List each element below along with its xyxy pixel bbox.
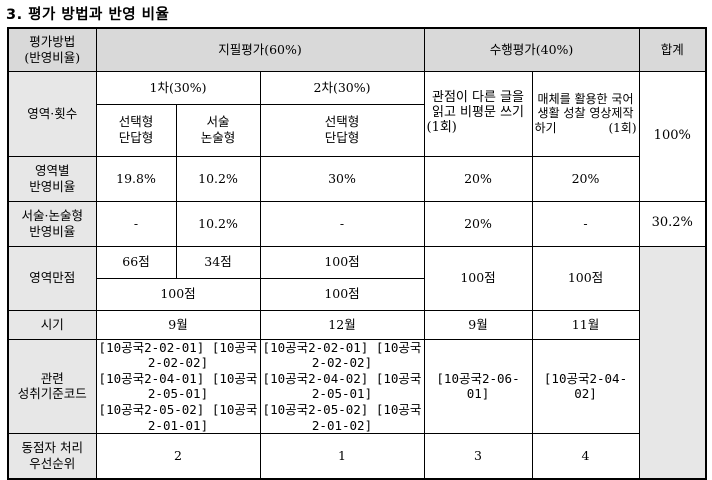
essay-ratio-second: - [259, 200, 425, 247]
full-score-perf2: 100점 [531, 245, 640, 311]
timing-label: 시기 [7, 309, 97, 340]
timing-perf2: 11월 [531, 309, 640, 340]
full-score-second-total: 100점 [259, 277, 425, 311]
perf1-task: 관점이 다른 글을 읽고 비평문 쓰기 (1회) [423, 70, 533, 157]
second-exam-label: 2차(30%) [259, 70, 425, 105]
essay-total-ratio: 30.2% [638, 200, 707, 247]
full-score-perf1: 100점 [423, 245, 533, 311]
ratio-perf2: 20% [531, 155, 640, 202]
section-title: 3. 평가 방법과 반영 비율 [6, 7, 170, 23]
tie-break-perf1: 3 [423, 433, 533, 480]
second-mc-type: 선택형 단답형 [259, 103, 425, 157]
evaluation-table: 평가방법 (반영비율) 지필평가(60%) 수행평가(40%) 합계 영역·횟수… [7, 27, 708, 480]
timing-perf1: 9월 [423, 309, 533, 340]
ratio-first-essay: 10.2% [175, 155, 261, 202]
essay-ratio-label: 서술·논술형 반영비율 [7, 200, 97, 247]
first-mc-type: 선택형 단답형 [95, 103, 177, 157]
ratio-second: 30% [259, 155, 425, 202]
ratio-first-mc: 19.8% [95, 155, 177, 202]
full-score-first-mc: 66점 [95, 245, 177, 279]
standards-perf2: [10공국2-04-02] [531, 338, 640, 435]
performance-header: 수행평가(40%) [423, 27, 640, 72]
standards-perf1: [10공국2-06-01] [423, 338, 533, 435]
standards-second: [10공국2-02-01] [10공국2-02-02] [10공국2-04-02… [259, 338, 425, 435]
essay-ratio-perf2: - [531, 200, 640, 247]
full-score-label: 영역만점 [7, 245, 97, 311]
area-count-label: 영역·횟수 [7, 70, 97, 157]
tie-break-perf2: 4 [531, 433, 640, 480]
method-header: 평가방법 (반영비율) [7, 27, 97, 72]
standards-label: 관련 성취기준코드 [7, 338, 97, 435]
tie-break-label: 동점자 처리 우선순위 [7, 433, 97, 480]
first-essay-type: 서술 논술형 [175, 103, 261, 157]
timing-second: 12월 [259, 309, 425, 340]
essay-ratio-perf1: 20% [423, 200, 533, 247]
full-score-first-essay: 34점 [175, 245, 261, 279]
tie-break-first: 2 [95, 433, 261, 480]
ratio-label: 영역별 반영비율 [7, 155, 97, 202]
total-ratio: 100% [638, 70, 707, 202]
total-empty-cell [638, 245, 707, 480]
total-header: 합계 [638, 27, 707, 72]
full-score-second-mc: 100점 [259, 245, 425, 279]
written-exam-header: 지필평가(60%) [95, 27, 425, 72]
tie-break-second: 1 [259, 433, 425, 480]
standards-first: [10공국2-02-01] [10공국2-02-02] [10공국2-04-01… [95, 338, 261, 435]
timing-first: 9월 [95, 309, 261, 340]
essay-ratio-first-essay: 10.2% [175, 200, 261, 247]
full-score-first-total: 100점 [95, 277, 261, 311]
essay-ratio-first-mc: - [95, 200, 177, 247]
first-exam-label: 1차(30%) [95, 70, 261, 105]
perf2-task: 매체를 활용한 국어 생활 성찰 영상제작하기 (1회) [531, 70, 640, 157]
ratio-perf1: 20% [423, 155, 533, 202]
